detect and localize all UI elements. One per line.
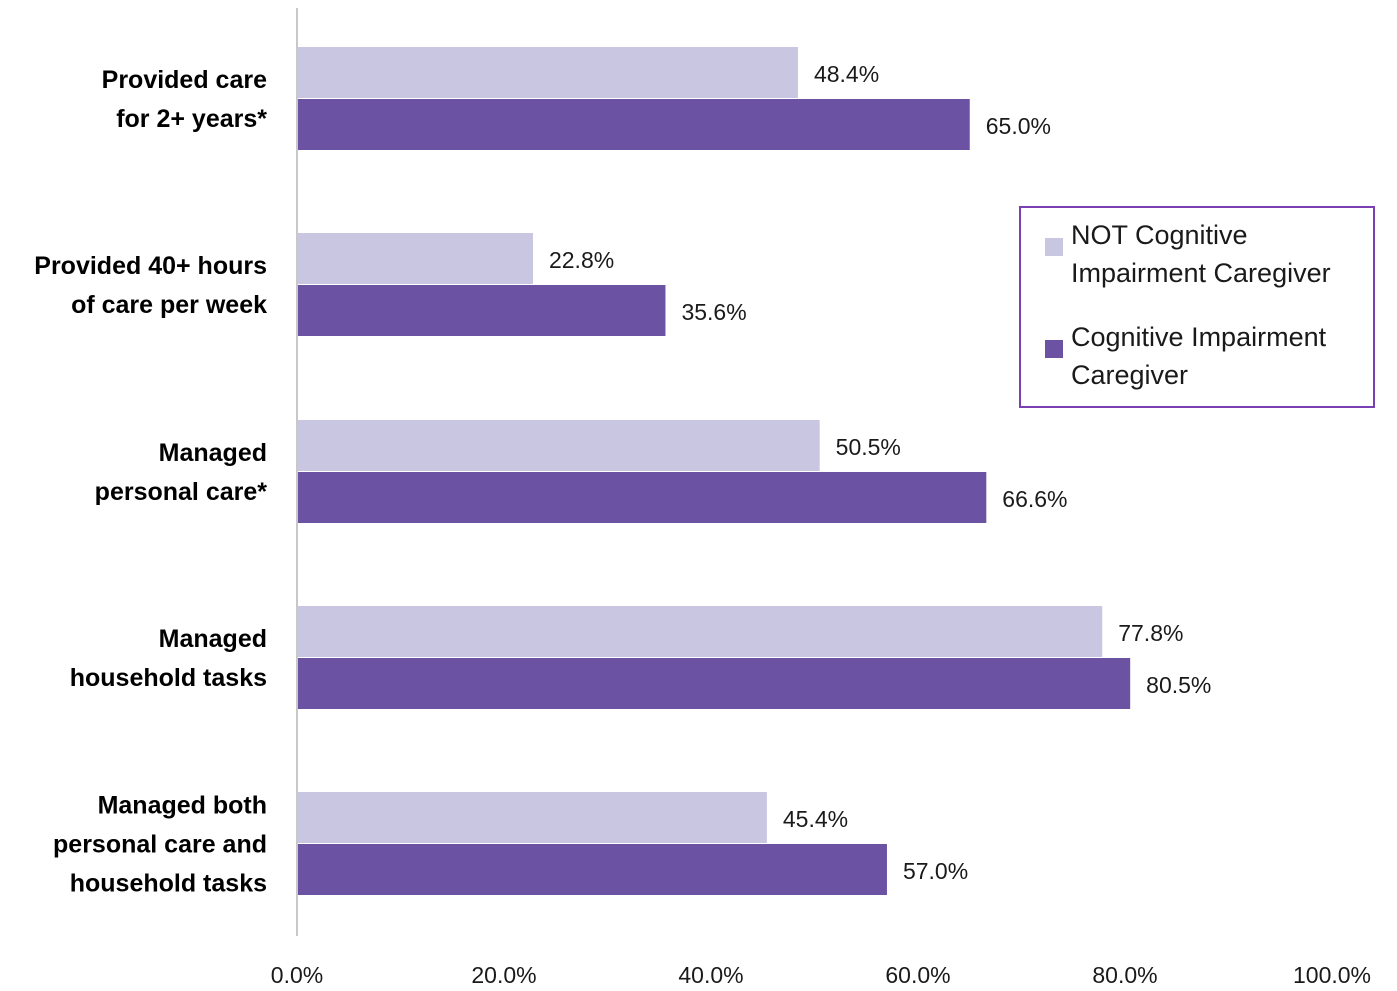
bar-series0-cat4 [298,792,767,843]
bar-series1-cat3 [298,658,1131,709]
value-label-series1-cat3: 80.5% [1146,672,1211,698]
category-label-4-line0: Managed both [98,792,267,820]
category-label-2-line0: Managed [159,439,267,467]
bar-series1-cat2 [298,472,987,523]
bar-series0-cat0 [298,47,798,98]
legend-item-cognitive: Cognitive Impairment Caregiver [1045,318,1371,394]
category-label-1-line1: of care per week [71,291,267,319]
category-labels-group: Provided care for 2+ years* Provided 40+ h… [34,66,267,898]
bar-series0-cat3 [298,606,1103,657]
bar-series0-cat2 [298,420,820,471]
category-label-0-line1: for 2+ years* [116,105,267,133]
value-label-series1-cat4: 57.0% [903,858,968,884]
legend-label-not-cognitive: NOT Cognitive Impairment Caregiver [1071,220,1331,288]
category-label-1-line0: Provided 40+ hours [34,252,267,280]
category-label-2-line1: personal care* [95,478,268,506]
x-tick-label-4: 80.0% [1092,962,1157,988]
category-label-4-line1: personal care and [53,831,267,859]
bar-series1-cat0 [298,99,970,150]
category-label-0-line0: Provided care [102,66,267,94]
bar-series0-cat1 [298,233,533,284]
bars-group [298,47,1131,895]
bar-series1-cat4 [298,844,887,895]
category-label-3-line0: Managed [159,625,267,653]
value-labels-group: 48.4% 65.0% 22.8% 35.6% 50.5% 66.6% 77.8% 80.5%… [549,61,1211,884]
value-label-series0-cat0: 48.4% [814,61,879,87]
legend-swatch-not-cognitive [1045,238,1063,256]
legend-label-cognitive: Cognitive Impairment Caregiver [1071,322,1327,390]
value-label-series1-cat0: 65.0% [986,113,1051,139]
value-label-series1-cat1: 35.6% [681,299,746,325]
value-label-series1-cat2: 66.6% [1002,486,1067,512]
x-tick-label-2: 40.0% [678,962,743,988]
value-label-series0-cat1: 22.8% [549,247,614,273]
value-label-series0-cat2: 50.5% [836,434,901,460]
legend-item-not-cognitive: NOT Cognitive Impairment Caregiver [1045,216,1371,292]
x-tick-label-0: 0.0% [271,962,323,988]
category-label-4-line2: household tasks [70,870,267,898]
value-label-series0-cat3: 77.8% [1118,620,1183,646]
x-tick-label-1: 20.0% [471,962,536,988]
bar-series1-cat1 [298,285,666,336]
legend-swatch-cognitive [1045,340,1063,358]
x-tick-label-5: 100.0% [1293,962,1371,988]
value-label-series0-cat4: 45.4% [783,806,848,832]
x-tick-label-3: 60.0% [885,962,950,988]
x-tick-labels-group: 0.0% 20.0% 40.0% 60.0% 80.0% 100.0% [271,962,1371,988]
category-label-3-line1: household tasks [70,664,267,692]
legend: NOT Cognitive Impairment Caregiver Cogni… [1019,206,1375,408]
